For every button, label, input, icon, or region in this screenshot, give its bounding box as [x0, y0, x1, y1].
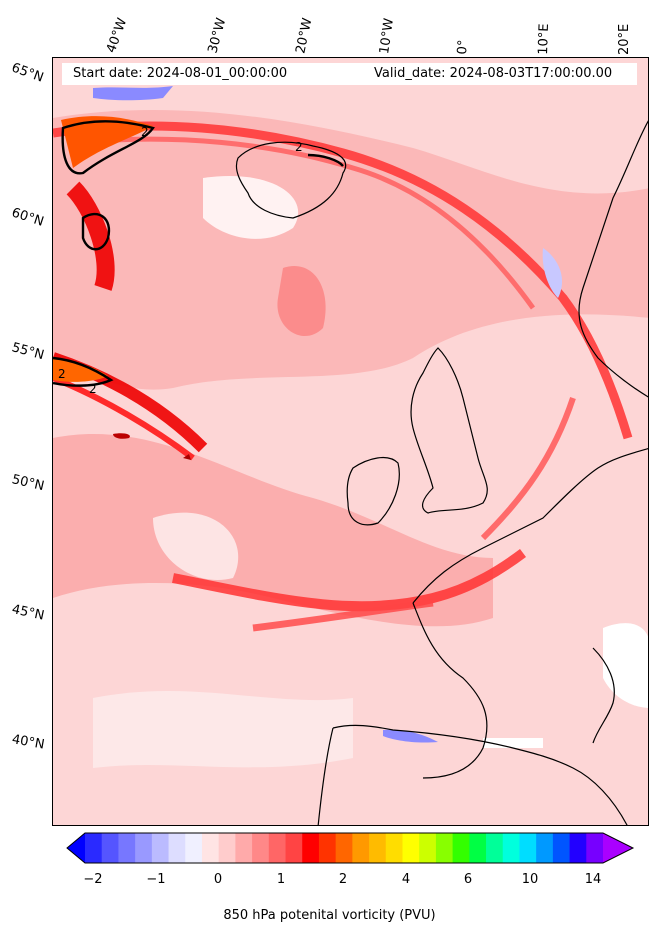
valid-date-label: Valid_date: 2024-08-03T17:00:00.00 — [374, 66, 613, 81]
colorbar-segment — [569, 833, 587, 863]
colorbar-segment — [85, 833, 103, 863]
colorbar-extend-max — [603, 833, 633, 863]
colorbar-tick-label: 0 — [213, 872, 223, 887]
colorbar-segment — [268, 833, 287, 863]
colorbar-title: 850 hPa potenital vorticity (PVU) — [223, 908, 436, 923]
colorbar-segment — [369, 833, 387, 863]
colorbar-segment — [101, 833, 119, 863]
contour-label: 2 — [141, 125, 149, 139]
colorbar-segment — [185, 833, 203, 863]
colorbar-segment — [235, 833, 253, 863]
colorbar-outline — [66, 832, 635, 864]
colorbar-segment — [385, 833, 403, 863]
pv-contours — [53, 120, 344, 387]
start-date-label: Start date: 2024-08-01_00:00:00 — [73, 66, 288, 81]
colorbar-segment — [318, 833, 337, 863]
map-panel: 2 2 2 2 — [52, 57, 649, 826]
colorbar-segment — [252, 833, 270, 863]
colorbar-tick-label: −2 — [83, 872, 103, 887]
colorbar-segment — [218, 833, 236, 863]
colorbar-segment — [352, 833, 370, 863]
colorbar-tick-label: −1 — [146, 872, 166, 887]
colorbar-tick-label: 1 — [276, 872, 286, 887]
colorbar-segment — [135, 833, 153, 863]
colorbar-tick-label: 14 — [584, 872, 602, 887]
pv-field-map: 2 2 2 2 — [53, 58, 648, 825]
colorbar-segment — [435, 833, 454, 863]
colorbar-segment — [502, 833, 520, 863]
colorbar-segment — [519, 833, 537, 863]
colorbar-segment — [586, 833, 604, 863]
colorbar-segment — [452, 833, 470, 863]
coastlines — [235, 120, 648, 825]
colorbar-segment — [552, 833, 571, 863]
colorbar-segment — [419, 833, 437, 863]
colorbar-segment — [151, 833, 170, 863]
colorbar-segment — [201, 833, 220, 863]
contour-label: 2 — [89, 382, 97, 396]
colorbar-tick-label: 10 — [521, 872, 539, 887]
colorbar-segment — [536, 833, 554, 863]
colorbar-segment — [302, 833, 320, 863]
colorbar-extend-min — [67, 833, 85, 863]
colorbar-segment — [402, 833, 420, 863]
colorbar-segment — [285, 833, 303, 863]
colorbar-tick-label: 6 — [463, 872, 473, 887]
colorbar-tick-label: 4 — [401, 872, 411, 887]
info-band — [62, 63, 637, 85]
colorbar-segment — [335, 833, 353, 863]
contour-label: 2 — [58, 367, 66, 381]
colorbar-segment — [486, 833, 504, 863]
colorbar-segment — [469, 833, 487, 863]
colorbar-segment — [168, 833, 186, 863]
contour-label: 2 — [295, 140, 303, 154]
colorbar-segment — [118, 833, 136, 863]
colorbar-tick-label: 2 — [338, 872, 348, 887]
